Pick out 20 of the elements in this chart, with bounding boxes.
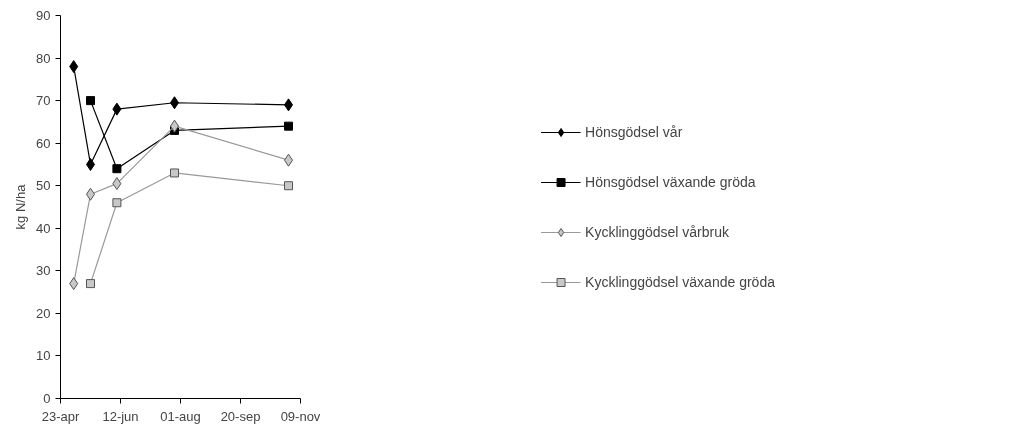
x-tick-label: 23-apr [41,408,80,424]
y-tick-label: 20 [36,305,51,321]
y-tick-label: 60 [36,135,51,151]
y-tick-label: 50 [36,178,51,194]
y-tick-label: 30 [36,263,51,279]
legend-label: Kycklinggödsel vårbruk [585,223,730,240]
y-tick-label: 40 [36,220,51,236]
x-tick-label: 09-nov [280,408,321,424]
x-tick-label: 20-sep [220,408,261,424]
y-axis-title: kg N/ha [13,183,29,230]
x-tick-label: 12-jun [102,408,139,424]
y-tick-label: 80 [36,50,51,66]
y-tick-label: 90 [36,8,51,23]
y-tick-label: 70 [36,93,51,109]
legend-label: Kycklinggödsel växande gröda [585,273,775,290]
y-tick-label: 10 [36,348,51,364]
legend-label: Hönsgödsel växande gröda [585,173,756,190]
legend-label: Hönsgödsel vår [585,123,683,140]
x-tick-label: 01-aug [160,408,201,424]
y-tick-label: 0 [43,391,51,406]
